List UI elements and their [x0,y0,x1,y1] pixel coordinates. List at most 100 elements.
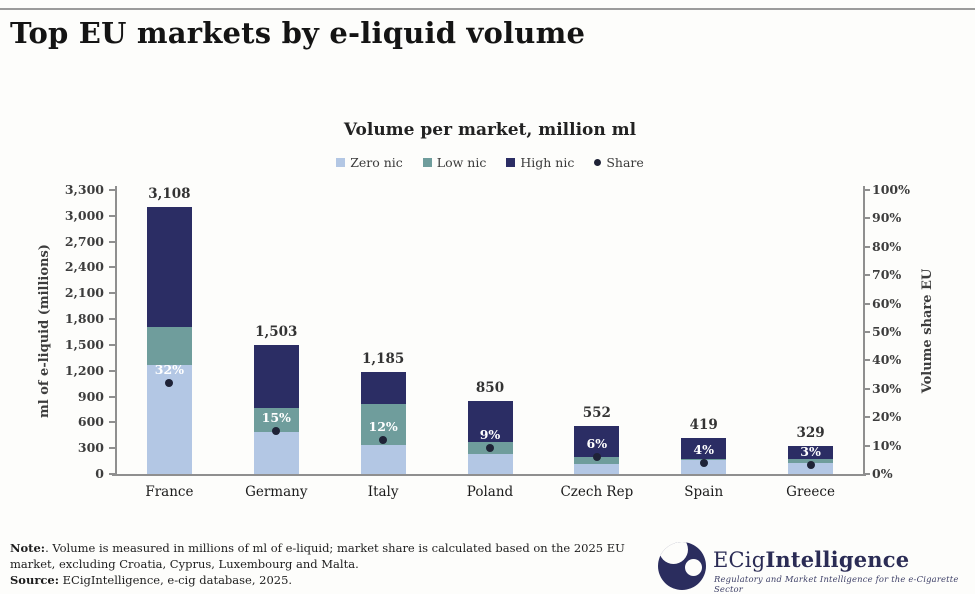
y-axis-tick-mark-right [863,189,870,191]
share-dot [272,427,281,436]
bar-share-label: 6% [586,435,608,451]
share-dot [486,444,494,453]
bar-total-label: 3,108 [148,185,191,202]
y-axis-tick-label-left: 2,700 [64,233,104,249]
y-axis-tick-mark-left [109,473,116,475]
top-divider [0,8,975,10]
y-axis-tick-label-right: 10% [872,437,902,453]
bar-segment-low-nic [788,459,834,463]
y-axis-left-line [115,186,117,474]
legend-label: High nic [520,155,575,170]
logo-text-bold: Intelligence [765,547,910,572]
note-label: Note: [10,541,46,555]
y-axis-tick-label-right: 30% [872,380,902,396]
y-axis-tick-mark-right [863,387,870,390]
logo-tagline: Regulatory and Market Intelligence for t… [714,574,959,594]
bar-segment-zero-nic [467,454,513,474]
bar-total-label: 1,185 [362,351,405,368]
y-axis-tick-label-right: 60% [872,295,902,311]
y-axis-tick-mark-right [863,416,870,419]
y-axis-tick-label-left: 1,200 [64,362,104,378]
share-dot [165,379,174,388]
y-axis-right-line [863,186,865,474]
bar-segment-high-nic [681,437,727,459]
page-title: Top EU markets by e-liquid volume [10,16,586,50]
legend-item-high-nic: High nic [506,155,574,170]
bar-total-label: 1,503 [255,323,298,340]
y-axis-tick-mark-left [109,240,116,243]
y-axis-tick-label-left: 2,100 [64,285,104,301]
y-axis-tick-mark-right [863,331,870,333]
y-axis-tick-label-right: 50% [872,324,902,339]
bar-segment-high-nic [146,206,192,327]
bar-segment-high-nic [574,426,620,457]
bar-segment-high-nic [360,372,406,405]
x-axis-category-label: Greece [786,484,835,500]
y-axis-tick-mark-left [109,421,116,424]
share-dot [699,458,708,467]
legend-label: Zero nic [350,155,403,170]
y-axis-tick-label-left: 3,000 [64,207,104,223]
y-axis-tick-label-right: 0% [872,466,893,481]
y-axis-tick-mark-left [109,447,116,450]
y-axis-tick-mark-right [863,245,870,248]
y-axis-tick-mark-left [109,266,116,269]
y-axis-tick-label-left: 600 [77,414,104,430]
y-axis-tick-label-right: 100% [872,182,910,197]
y-axis-tick-mark-left [109,369,116,372]
y-axis-tick-mark-right [863,359,870,362]
legend-item-low-nic: Low nic [422,155,486,170]
y-axis-tick-label-right: 80% [872,238,902,254]
y-axis-tick-label-left: 900 [77,388,104,404]
source-label: Source: [10,573,59,587]
y-axis-tick-mark-left [109,189,116,191]
source-text: ECigIntelligence, e-cig database, 2025. [58,573,293,587]
x-axis-category-label: Italy [367,484,399,500]
bar-segment-zero-nic [253,432,299,474]
share-dot [592,452,601,461]
x-axis-category-label: Germany [245,484,308,500]
ecigintelligence-logo-icon [658,542,706,590]
bar-share-label: 12% [368,418,398,434]
y-axis-tick-mark-left [109,343,116,346]
left-axis-title: ml of e-liquid (millions) [37,244,52,418]
bar-segment-high-nic [788,445,834,459]
y-axis-tick-mark-left [109,318,116,321]
y-axis-tick-mark-right [863,444,870,447]
y-axis-tick-mark-right [863,274,870,277]
y-axis-tick-mark-left [109,214,116,217]
bar-share-label: 3% [800,444,821,460]
share-dot [806,461,815,470]
legend-dot-icon [594,159,602,166]
y-axis-tick-mark-left [109,292,116,295]
legend-item-zero-nic: Zero nic [336,155,403,170]
bar-total-label: 850 [475,379,505,396]
legend-swatch-icon [506,158,516,167]
bar-share-label: 32% [154,362,185,378]
bar-share-label: 9% [479,427,501,443]
legend-swatch-icon [422,158,432,167]
logo-crescent-shape [659,542,688,564]
y-axis-tick-label-left: 3,300 [64,182,104,197]
chart-note: Note:. Volume is measured in millions of… [10,540,670,572]
chart-legend: Zero nic Low nic High nic Share [116,155,864,170]
y-axis-tick-label-left: 0 [95,466,104,481]
legend-swatch-icon [336,158,346,167]
bar-segment-high-nic [467,400,513,442]
logo-text-regular: ECig [713,548,766,572]
bar-segment-low-nic [146,327,192,365]
x-axis-category-label: France [145,484,194,500]
logo-wordmark: ECigIntelligence [713,547,909,572]
share-dot [379,435,388,444]
y-axis-tick-label-right: 70% [872,267,902,283]
bar-segment-zero-nic [360,444,406,474]
logo-dot-shape [685,559,702,576]
y-axis-tick-label-right: 90% [872,210,902,226]
note-text: . Volume is measured in millions of ml o… [10,541,625,571]
chart-title: Volume per market, million ml [343,120,637,140]
y-axis-tick-label-right: 20% [872,409,902,425]
y-axis-tick-mark-right [863,302,870,305]
chart-source: Source: ECigIntelligence, e-cig database… [10,573,670,587]
right-axis-title: Volume share EU [920,268,935,394]
